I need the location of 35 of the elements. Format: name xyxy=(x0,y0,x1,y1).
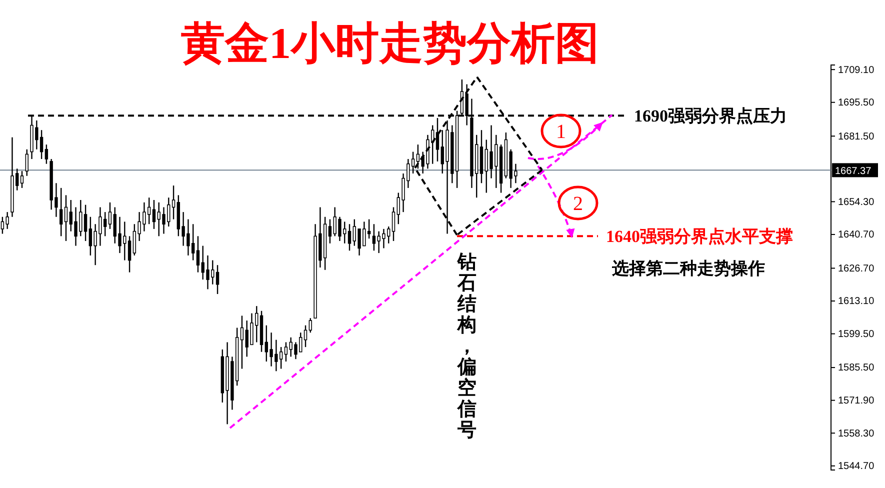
text: 钻石结构，偏空信号 xyxy=(458,252,476,441)
candlestick xyxy=(25,148,28,176)
ref-line-label: 1667.37 xyxy=(835,166,872,178)
candlestick xyxy=(44,144,48,164)
y-tick-label: 1558.30 xyxy=(838,428,875,440)
candlestick xyxy=(240,315,244,370)
y-tick-label: 1613.10 xyxy=(838,296,875,308)
candlestick xyxy=(196,236,200,273)
y-tick-label: 1709.10 xyxy=(838,64,875,76)
y-tick-label: 1571.90 xyxy=(838,396,875,407)
y-tick-label: 1585.50 xyxy=(838,362,875,374)
candlestick xyxy=(172,184,176,220)
y-tick-label: 1599.50 xyxy=(838,328,875,340)
chart-title: 黄金1小时走势分析图 xyxy=(181,19,599,68)
annotation: 选择第二种走势操作 xyxy=(611,259,765,278)
candlestick xyxy=(108,202,112,230)
candlestick xyxy=(216,264,220,295)
y-tick-label: 1626.70 xyxy=(838,263,875,274)
candlestick xyxy=(20,170,24,189)
candlestick xyxy=(152,199,156,230)
ref-line-label: 1690强弱分界点压力 xyxy=(634,106,787,126)
candlestick xyxy=(60,187,63,237)
y-tick-label: 1640.70 xyxy=(838,230,875,241)
candlestick xyxy=(392,206,396,242)
annotation: 1 xyxy=(556,121,566,143)
y-tick-label: 1544.70 xyxy=(838,461,875,472)
y-tick-label: 1695.50 xyxy=(838,98,875,109)
y-tick-label: 1654.30 xyxy=(838,196,875,208)
candlestick xyxy=(308,318,312,334)
annotation: 2 xyxy=(573,193,583,215)
y-tick-label: 1681.50 xyxy=(838,131,875,142)
candlestick xyxy=(64,194,68,242)
candlestick xyxy=(348,224,352,252)
ref-line-label: 1640强弱分界点水平支撑 xyxy=(606,227,793,246)
candlestick xyxy=(304,324,308,348)
